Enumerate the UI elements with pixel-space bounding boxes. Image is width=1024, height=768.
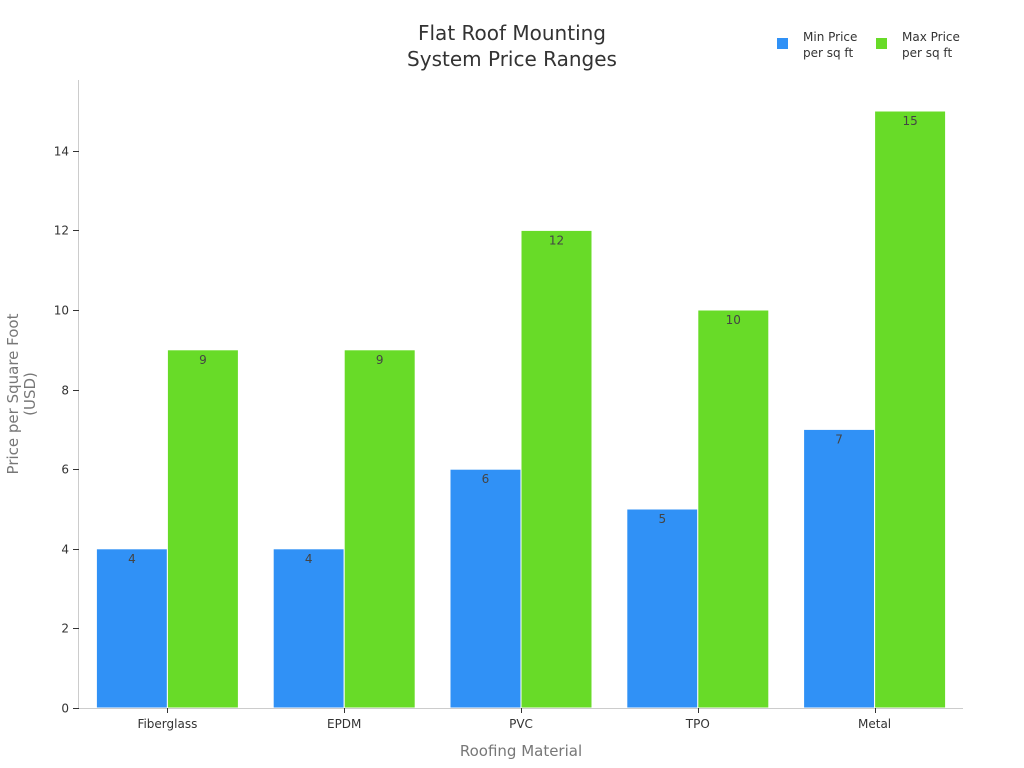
bar-label-pvc-min-price: 6 <box>482 472 490 486</box>
bar-epdm-min-price <box>272 548 345 709</box>
chart-title: Flat Roof Mounting System Price Ranges <box>407 21 617 71</box>
y-tick-label-2: 2 <box>61 622 69 636</box>
bar-label-fiberglass-max-price: 9 <box>199 353 207 367</box>
bar-label-tpo-min-price: 5 <box>658 512 666 526</box>
x-tick-label-epdm: EPDM <box>327 717 361 731</box>
y-tick-label-10: 10 <box>54 304 69 318</box>
bar-tpo-min-price <box>626 508 699 709</box>
bar-epdm-max-price <box>343 349 416 709</box>
bars <box>95 110 947 709</box>
y-tick-label-4: 4 <box>61 543 69 557</box>
legend-label-max-price-line-2: per sq ft <box>902 46 952 60</box>
x-tick-label-metal: Metal <box>858 717 891 731</box>
legend-label-max-price-line-1: Max Price <box>902 30 960 44</box>
x-axis-ticks: Fiberglass EPDM PVC TPO Metal <box>137 708 891 731</box>
legend: Min Price per sq ft Max Price per sq ft <box>777 30 960 60</box>
y-tick-label-6: 6 <box>61 463 69 477</box>
legend-label-min-price-line-2: per sq ft <box>803 46 853 60</box>
x-tick-label-fiberglass: Fiberglass <box>137 717 197 731</box>
x-tick-label-tpo: TPO <box>685 717 710 731</box>
bar-label-fiberglass-min-price: 4 <box>128 552 136 566</box>
bar-pvc-max-price <box>520 229 593 709</box>
y-axis-title: Price per Square Foot (USD) <box>4 313 39 474</box>
y-axis-ticks: 0 2 4 6 8 10 12 14 <box>54 145 79 716</box>
legend-label-min-price-line-1: Min Price <box>803 30 857 44</box>
bar-value-labels: 4 9 4 9 6 12 5 10 7 15 <box>128 114 918 566</box>
legend-swatch-max-price <box>876 38 887 49</box>
x-axis-title: Roofing Material <box>460 742 582 760</box>
x-tick-label-pvc: PVC <box>509 717 533 731</box>
y-tick-label-12: 12 <box>54 224 69 238</box>
y-axis-title-line-1: Price per Square Foot <box>4 313 22 474</box>
bar-fiberglass-min-price <box>95 548 168 709</box>
bar-metal-max-price <box>874 110 947 709</box>
y-axis-title-line-2: (USD) <box>21 372 39 416</box>
bar-fiberglass-max-price <box>166 349 239 709</box>
bar-label-epdm-max-price: 9 <box>376 353 384 367</box>
chart-title-line-1: Flat Roof Mounting <box>418 21 606 45</box>
bar-tpo-max-price <box>697 309 770 709</box>
chart-title-line-2: System Price Ranges <box>407 47 617 71</box>
bar-label-tpo-max-price: 10 <box>726 313 741 327</box>
bar-label-metal-max-price: 15 <box>902 114 917 128</box>
bar-label-metal-min-price: 7 <box>835 432 843 446</box>
y-tick-label-0: 0 <box>61 702 69 716</box>
y-tick-label-8: 8 <box>61 384 69 398</box>
bar-metal-min-price <box>803 428 876 709</box>
legend-swatch-min-price <box>777 38 788 49</box>
bar-label-pvc-max-price: 12 <box>549 233 564 247</box>
y-tick-label-14: 14 <box>54 145 69 159</box>
bar-pvc-min-price <box>449 468 522 709</box>
bar-label-epdm-min-price: 4 <box>305 552 313 566</box>
